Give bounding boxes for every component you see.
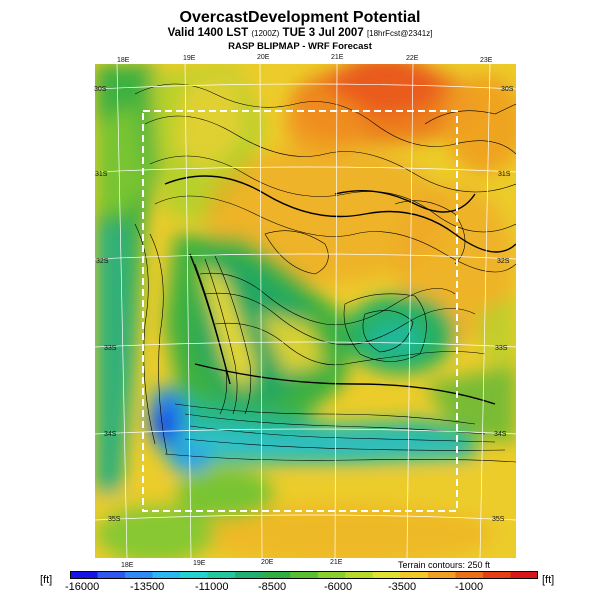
colorbar-swatch xyxy=(345,571,374,579)
colorbar-swatch xyxy=(427,571,456,579)
lon-label-top: 23E xyxy=(480,57,493,64)
colorbar-label: -8500 xyxy=(258,581,287,593)
lon-label-bottom: 19E xyxy=(193,560,206,567)
colorbar-label: -16000 xyxy=(65,581,100,593)
lat-label-left: 33S xyxy=(104,345,117,352)
colorbar xyxy=(70,571,538,579)
colorbar-unit-right: [ft] xyxy=(542,574,555,586)
lon-label-top: 21E xyxy=(331,54,344,61)
colorbar-unit-left: [ft] xyxy=(40,574,53,586)
colorbar-swatch xyxy=(317,571,346,579)
colorbar-swatch xyxy=(510,571,538,579)
lon-label-top: 22E xyxy=(406,55,419,62)
lat-label-left: 32S xyxy=(96,258,109,265)
colorbar-swatch xyxy=(180,571,209,579)
colorbar-swatch xyxy=(482,571,511,579)
colorbar-swatch xyxy=(152,571,181,579)
colorbar-swatch xyxy=(97,571,126,579)
colorbar-swatch xyxy=(455,571,484,579)
lon-label-bottom: 18E xyxy=(121,562,134,569)
chart-subtitle: Valid 1400 LST (1200Z) TUE 3 Jul 2007 [1… xyxy=(0,27,600,39)
chart-title: OvercastDevelopment Potential xyxy=(179,9,421,26)
colorbar-swatch xyxy=(262,571,291,579)
lon-label-top: 20E xyxy=(257,54,270,61)
inner-domain-boundary xyxy=(142,110,458,512)
lat-label-right: 31S xyxy=(498,171,511,178)
colorbar-swatch xyxy=(125,571,154,579)
colorbar-label: -3500 xyxy=(388,581,417,593)
valid-time: Valid 1400 LST xyxy=(167,27,249,39)
cloud-potential-field xyxy=(95,64,516,558)
lat-label-right: 33S xyxy=(495,345,508,352)
forecast-source: RASP BLIPMAP - WRF Forecast xyxy=(228,41,372,52)
colorbar-label: -13500 xyxy=(130,581,165,593)
lon-label-top: 18E xyxy=(117,57,130,64)
lat-label-left: 30S xyxy=(94,86,107,93)
colorbar-swatch xyxy=(290,571,319,579)
colorbar-label: -1000 xyxy=(455,581,484,593)
forecast-run: [18hrFcst@2341z] xyxy=(366,29,433,38)
lat-label-right: 32S xyxy=(497,258,510,265)
terrain-contours-major xyxy=(164,175,516,405)
lat-label-right: 35S xyxy=(492,516,505,523)
valid-date: TUE 3 Jul 2007 xyxy=(282,27,364,39)
terrain-contour-note: Terrain contours: 250 ft xyxy=(398,560,491,570)
colorbar-border xyxy=(70,571,538,579)
colorbar-swatch xyxy=(70,571,99,579)
colorbar-swatch xyxy=(400,571,429,579)
lon-label-bottom: 21E xyxy=(330,559,343,566)
lat-lon-grid xyxy=(95,64,516,558)
lat-label-left: 35S xyxy=(108,516,121,523)
lon-label-top: 19E xyxy=(183,55,196,62)
colorbar-label: -6000 xyxy=(324,581,353,593)
colorbar-label: -11000 xyxy=(195,581,229,593)
colorbar-swatch xyxy=(207,571,236,579)
colorbar-swatch xyxy=(235,571,264,579)
lon-label-bottom: 20E xyxy=(261,559,274,566)
lat-label-left: 34S xyxy=(104,431,117,438)
forecast-map xyxy=(95,64,516,558)
lat-label-right: 34S xyxy=(494,431,507,438)
lat-label-right: 30S xyxy=(501,86,514,93)
valid-utc: (1200Z) xyxy=(251,29,280,38)
lat-label-left: 31S xyxy=(95,171,108,178)
colorbar-swatch xyxy=(372,571,401,579)
